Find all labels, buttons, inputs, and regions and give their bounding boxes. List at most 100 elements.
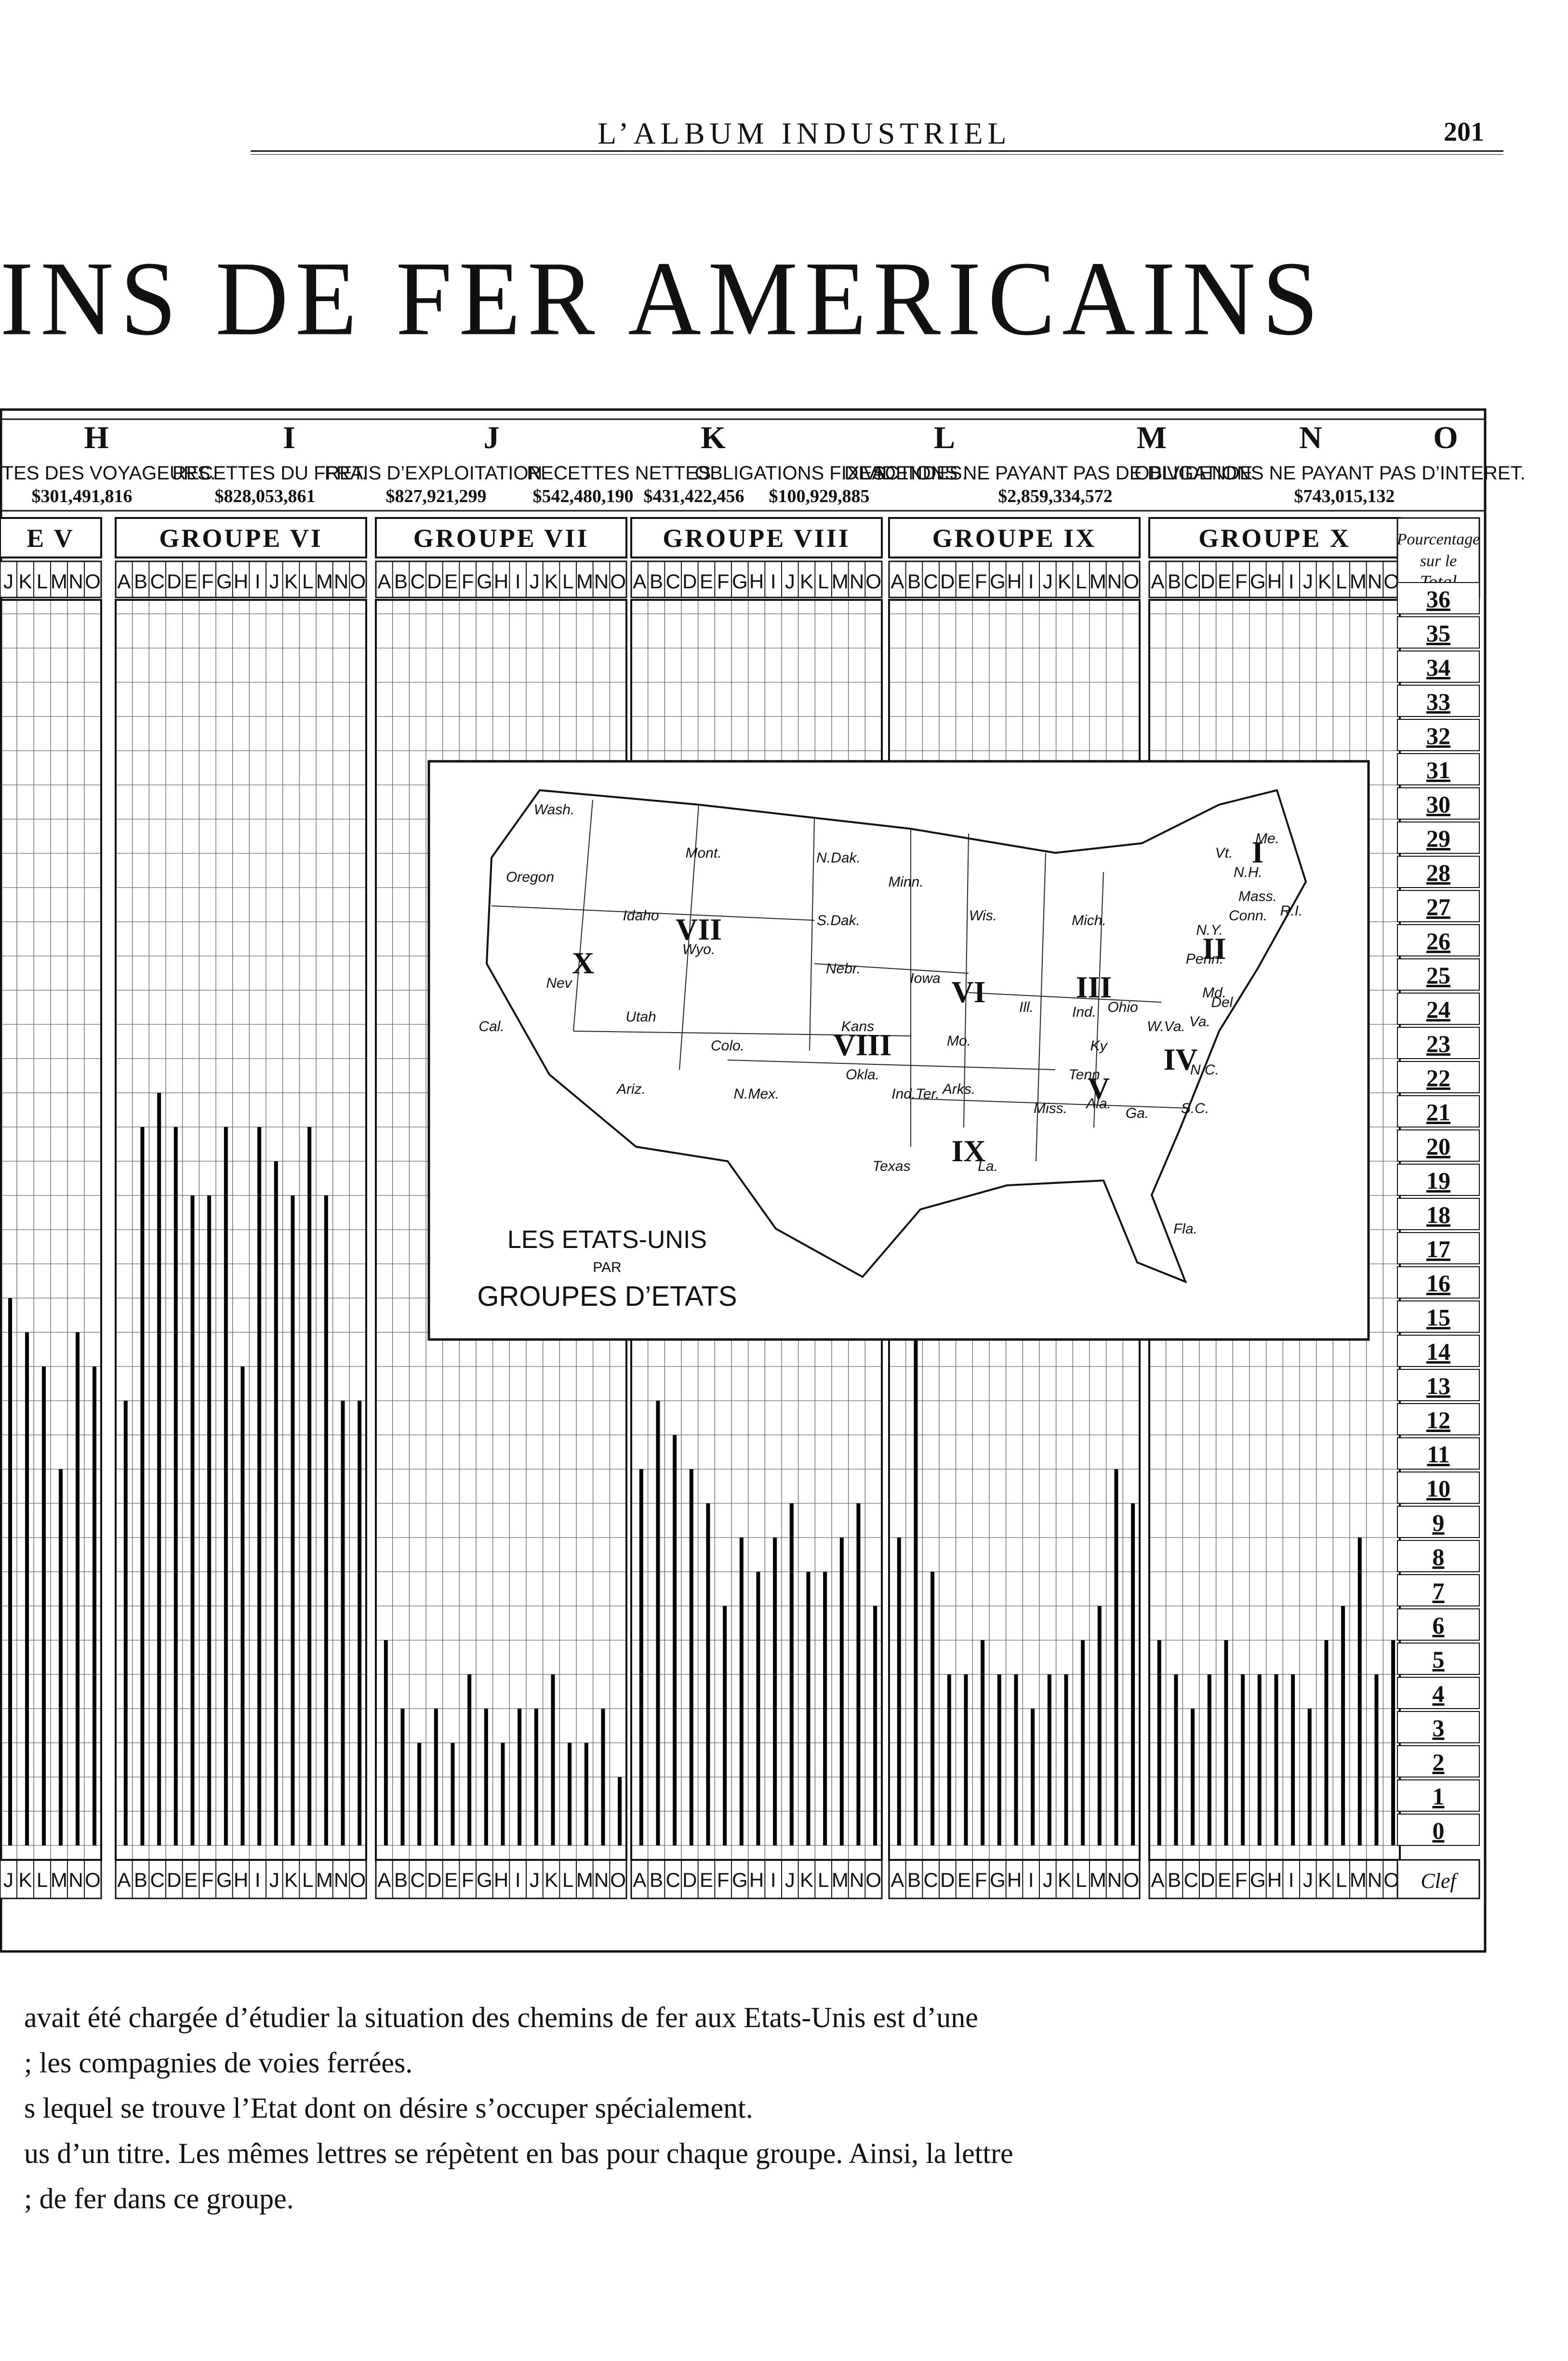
chart-bar bbox=[1114, 1469, 1118, 1845]
percent-tick-label: 26 bbox=[1426, 928, 1450, 955]
state-label: Oregon bbox=[506, 869, 554, 885]
chart-bar bbox=[997, 1674, 1001, 1845]
chart-bar bbox=[157, 1093, 161, 1845]
column-letter: C bbox=[410, 1869, 425, 1891]
column-letter: K bbox=[1058, 570, 1071, 593]
chart-bar bbox=[656, 1401, 660, 1845]
percent-tick-label: 35 bbox=[1426, 620, 1450, 647]
chart-bar bbox=[981, 1640, 985, 1845]
column-total: $827,921,299 bbox=[386, 486, 487, 506]
column-letter-row-top bbox=[888, 560, 1141, 598]
column-letter: N bbox=[1368, 570, 1382, 593]
chart-bar bbox=[417, 1743, 422, 1845]
state-label: Mass. bbox=[1238, 889, 1277, 904]
column-letter: L bbox=[1076, 570, 1087, 593]
column-letter: H bbox=[494, 570, 508, 593]
chart-bar bbox=[1357, 1538, 1362, 1845]
column-letter: I bbox=[255, 570, 261, 593]
percent-tick-label: 31 bbox=[1426, 756, 1450, 783]
state-label: Colo. bbox=[711, 1038, 744, 1054]
column-letter: F bbox=[975, 570, 987, 593]
chart-bar bbox=[384, 1640, 388, 1845]
group-title: GROUPE IX bbox=[932, 524, 1097, 553]
percent-tick-box bbox=[1397, 890, 1480, 922]
column-letter: M bbox=[576, 1869, 593, 1891]
column-letter: H bbox=[1007, 570, 1022, 593]
column-total: $301,491,816 bbox=[32, 486, 133, 506]
chart-bar bbox=[467, 1674, 472, 1845]
percent-tick-label: 12 bbox=[1426, 1406, 1450, 1433]
column-caption: OBLIGATIONS FIXES. bbox=[695, 463, 890, 484]
state-label: Kans bbox=[841, 1019, 874, 1035]
column-letter: M bbox=[832, 1869, 849, 1891]
column-total: $431,422,456 bbox=[644, 486, 744, 506]
state-label: Md. bbox=[1202, 985, 1226, 1001]
chart-bar bbox=[190, 1195, 195, 1845]
column-letter: E bbox=[1218, 1869, 1231, 1891]
percent-tick-box bbox=[1397, 1061, 1480, 1093]
column-total: $100,929,885 bbox=[769, 486, 870, 506]
chart-bar bbox=[274, 1161, 278, 1845]
chart-bar bbox=[1274, 1674, 1278, 1845]
percent-tick-box bbox=[1397, 1403, 1480, 1435]
map-caption-line: LES ETATS-UNIS bbox=[507, 1226, 707, 1254]
chart-bar bbox=[434, 1709, 438, 1845]
percent-tick-label: 32 bbox=[1426, 722, 1450, 749]
column-letter: E bbox=[700, 1869, 713, 1891]
percent-tick-label: 25 bbox=[1426, 962, 1450, 989]
us-outline bbox=[485, 789, 1307, 1284]
column-letter: J bbox=[1043, 570, 1053, 593]
state-label: Fla. bbox=[1173, 1221, 1197, 1237]
state-label: N.H. bbox=[1234, 864, 1262, 880]
body-line: s lequel se trouve l’Etat dont on désire… bbox=[24, 2092, 753, 2124]
chart-bar bbox=[1157, 1640, 1161, 1845]
column-letter: H bbox=[234, 570, 248, 593]
state-label: Ind. bbox=[1072, 1004, 1096, 1020]
state-border bbox=[1093, 872, 1104, 1128]
percent-header-text: Pourcentage bbox=[1396, 531, 1480, 548]
percent-tick-box bbox=[1397, 958, 1480, 991]
column-letter: B bbox=[650, 570, 663, 593]
section-letter: L bbox=[934, 420, 955, 455]
state-label: Miss. bbox=[1034, 1101, 1067, 1116]
column-letter: J bbox=[530, 1869, 540, 1891]
column-letter: H bbox=[749, 1869, 764, 1891]
state-label: Mo. bbox=[947, 1033, 971, 1049]
state-label: Del. bbox=[1211, 995, 1236, 1010]
column-letter-row-bottom bbox=[375, 1859, 627, 1899]
header-rule-thin bbox=[251, 154, 1503, 155]
percent-tick-label: 36 bbox=[1426, 585, 1450, 612]
percent-tick-box bbox=[1397, 1540, 1480, 1572]
column-letter: H bbox=[1267, 570, 1282, 593]
percent-tick-box bbox=[1397, 1369, 1480, 1401]
percent-tick-box bbox=[1397, 1164, 1480, 1196]
column-letter: D bbox=[1200, 570, 1215, 593]
chart-bar bbox=[706, 1503, 710, 1845]
column-letter: L bbox=[818, 1869, 829, 1891]
column-letter-row-bottom bbox=[630, 1859, 883, 1899]
chart-bar bbox=[534, 1709, 538, 1845]
chart-bar bbox=[1014, 1674, 1018, 1845]
chart-bar bbox=[1224, 1640, 1228, 1845]
percent-tick-box bbox=[1397, 1677, 1480, 1709]
chart-bar bbox=[240, 1366, 245, 1845]
column-letter: K bbox=[1318, 570, 1331, 593]
chart-bar bbox=[140, 1127, 145, 1845]
column-letter: N bbox=[68, 1869, 83, 1891]
column-letter: D bbox=[940, 570, 955, 593]
state-label: Ky bbox=[1090, 1038, 1108, 1054]
group-header-box bbox=[888, 517, 1141, 558]
column-letter: O bbox=[350, 570, 366, 593]
column-letter: J bbox=[3, 1869, 13, 1891]
percent-tick-box bbox=[1397, 1745, 1480, 1777]
header-rule bbox=[251, 150, 1503, 152]
chart-bar bbox=[257, 1127, 262, 1845]
column-letter: E bbox=[700, 570, 713, 593]
chart-bar bbox=[773, 1538, 777, 1845]
section-letter: M bbox=[1137, 420, 1167, 455]
column-letter: H bbox=[234, 1869, 248, 1891]
chart-bar bbox=[76, 1332, 80, 1845]
column-letter: E bbox=[184, 570, 198, 593]
column-letter-row-top bbox=[375, 560, 627, 598]
column-letter: F bbox=[1235, 1869, 1248, 1891]
